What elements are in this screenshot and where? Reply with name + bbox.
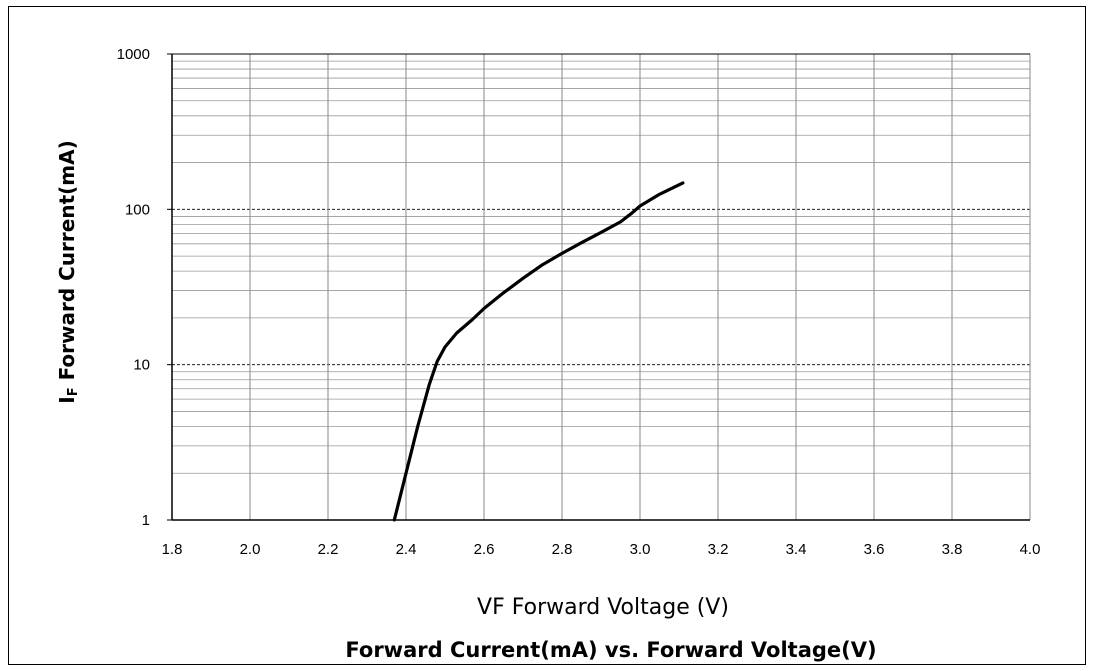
y-tick-label: 100 <box>125 201 150 218</box>
x-tick-label: 3.2 <box>708 541 729 558</box>
grid <box>171 53 1031 520</box>
x-tick-labels: 1.8 2.0 2.2 2.4 2.6 2.8 3.0 3.2 3.4 3.6 3.8 4.0 <box>162 541 1041 558</box>
y-axis-label: IF Forward Current(mA) <box>55 140 81 403</box>
x-tick-label: 2.0 <box>240 541 261 558</box>
x-tick-label: 3.0 <box>630 541 651 558</box>
x-axis-label: VF Forward Voltage (V) <box>477 595 729 620</box>
x-tick-label: 2.4 <box>396 541 417 558</box>
y-tick-label: 1000 <box>117 46 150 63</box>
y-axis-label-main: I <box>55 396 79 403</box>
plot-series <box>392 181 685 522</box>
y-tick-labels: 1 10 100 1000 <box>117 46 150 529</box>
series-line <box>392 181 685 522</box>
x-tick-label: 3.4 <box>786 541 807 558</box>
x-tick-label: 2.2 <box>318 541 339 558</box>
y-axis-label-rest: Forward Current(mA) <box>55 140 79 387</box>
x-tick-label: 3.6 <box>864 541 885 558</box>
x-tick-label: 4.0 <box>1020 541 1041 558</box>
y-tick-label: 10 <box>133 357 150 374</box>
x-tick-label: 1.8 <box>162 541 183 558</box>
x-tick-label: 3.8 <box>942 541 963 558</box>
x-tick-label: 2.8 <box>552 541 573 558</box>
x-tick-label: 2.6 <box>474 541 495 558</box>
axes <box>167 53 1030 521</box>
chart-title: Forward Current(mA) vs. Forward Voltage(… <box>345 638 876 662</box>
y-axis-label-subscript: F <box>66 387 81 396</box>
y-tick-label: 1 <box>142 512 150 529</box>
